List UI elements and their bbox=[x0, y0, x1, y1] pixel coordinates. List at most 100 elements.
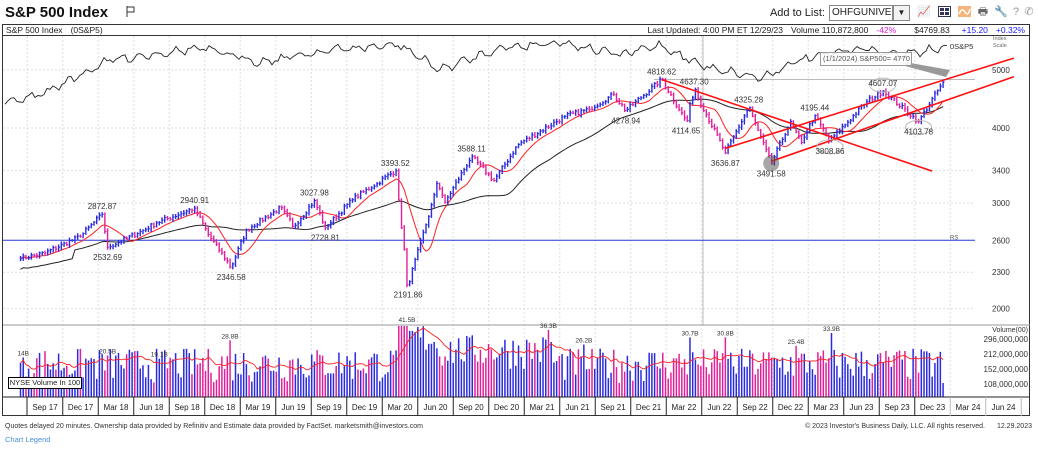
disclaimer: Quotes delayed 20 minutes. Ownership dat… bbox=[5, 423, 423, 430]
x-axis-label: Mar 23 bbox=[814, 403, 839, 412]
price-change: +15.20 bbox=[961, 25, 988, 35]
price-label: 2728.81 bbox=[311, 234, 340, 243]
list-dropdown-button[interactable]: ▼ bbox=[893, 5, 910, 21]
x-axis-label: Sep 20 bbox=[458, 403, 484, 412]
price-label: 4103.78 bbox=[904, 127, 933, 136]
print-icon[interactable]: 🖶 bbox=[977, 6, 989, 18]
chart-legend-link[interactable]: Chart Legend bbox=[5, 435, 51, 444]
price-axis-label: 3400 bbox=[992, 166, 1010, 175]
help-icon[interactable]: ? bbox=[1012, 6, 1020, 18]
x-axis-label: Jun 19 bbox=[281, 403, 306, 412]
info-bar-left: S&P 500 Index (0S&P5) bbox=[6, 25, 103, 35]
price-label: 4195.44 bbox=[800, 104, 829, 113]
volume-label: 33.9B bbox=[823, 326, 840, 333]
x-axis-label: Jun 24 bbox=[991, 403, 1016, 412]
volume-label: 20.5B bbox=[99, 349, 116, 356]
volume-label: 14B bbox=[17, 351, 29, 358]
volume-label: 25.4B bbox=[788, 339, 805, 346]
volume-label: 28.8B bbox=[222, 333, 239, 340]
x-axis-label: Dec 21 bbox=[636, 403, 662, 412]
x-axis-label: Sep 18 bbox=[174, 403, 200, 412]
wrench-icon[interactable]: 🔧 bbox=[994, 6, 1008, 18]
page-title: S&P 500 Index bbox=[5, 4, 109, 21]
x-axis-label: Mar 24 bbox=[956, 403, 981, 412]
x-axis-label: Mar 19 bbox=[246, 403, 271, 412]
volume-ma-line bbox=[20, 327, 944, 371]
x-axis-label: Sep 17 bbox=[32, 403, 58, 412]
x-axis-label: Jun 22 bbox=[707, 403, 732, 412]
price-label: 3636.87 bbox=[711, 159, 740, 168]
price-axis-label: 5000 bbox=[992, 66, 1010, 75]
x-axis-label: Sep 19 bbox=[316, 403, 342, 412]
volume-change: -42% bbox=[876, 25, 897, 35]
price-axis-label: 2300 bbox=[992, 268, 1010, 277]
price-axis-label: 3000 bbox=[992, 199, 1010, 208]
volume-axis-label: 212,000,000 bbox=[984, 350, 1029, 359]
price-label: 4818.62 bbox=[647, 67, 676, 76]
chart-info-bar: S&P 500 Index (0S&P5) Last Updated: 4:00… bbox=[3, 25, 1029, 36]
volume-label: 30.7B bbox=[681, 330, 698, 337]
rs-level-label: RS bbox=[950, 235, 958, 241]
price-label: 2940.91 bbox=[180, 196, 209, 205]
x-axis-label: Mar 20 bbox=[388, 403, 413, 412]
price-volume-chart[interactable]: 5000 4000 3400 3000 2600 2300 2000 Index Scale RS… bbox=[0, 0, 1038, 420]
price-label: 2872.87 bbox=[88, 202, 117, 211]
x-axis-label: Mar 22 bbox=[672, 403, 697, 412]
x-axis-label: Dec 17 bbox=[68, 403, 94, 412]
x-axis-label: Sep 23 bbox=[884, 403, 910, 412]
last-price: $4769.83 bbox=[914, 25, 950, 35]
volume-box-label: NYSE Volume In 100 bbox=[8, 377, 82, 389]
price-label: 3491.58 bbox=[757, 169, 786, 178]
footer-right: © 2023 Investor's Business Daily, LLC. A… bbox=[805, 423, 1032, 430]
volume-label: 26.2B bbox=[575, 338, 592, 345]
highlight-ellipse bbox=[816, 139, 844, 155]
x-axis-label: Dec 23 bbox=[920, 403, 946, 412]
chart-icon[interactable]: 📈 bbox=[917, 6, 931, 18]
copyright: © 2023 Investor's Business Daily, LLC. A… bbox=[805, 423, 985, 430]
flag-icon[interactable] bbox=[126, 6, 135, 17]
x-axis-label: Dec 18 bbox=[210, 403, 236, 412]
chevron-down-icon: ▼ bbox=[897, 8, 906, 17]
price-label: 3393.52 bbox=[381, 159, 410, 168]
price-axis-label: 2000 bbox=[992, 305, 1010, 314]
highlight-ellipse bbox=[905, 119, 933, 135]
volume-axis-label: 108,000,000 bbox=[984, 380, 1029, 389]
x-axis-label: Dec 22 bbox=[778, 403, 804, 412]
price-label: 2532.69 bbox=[93, 253, 122, 262]
relative-strength-line bbox=[4, 39, 948, 105]
overlay-icon[interactable] bbox=[957, 6, 971, 19]
layout-icon[interactable] bbox=[937, 6, 951, 19]
price-label: 3808.86 bbox=[815, 147, 844, 156]
x-axis-label: Sep 22 bbox=[742, 403, 768, 412]
x-axis-label: Dec 19 bbox=[352, 403, 378, 412]
volume-value: Volume 110,872,800 bbox=[791, 25, 869, 35]
price-label: 4637.30 bbox=[680, 77, 709, 86]
annotation-arrow bbox=[905, 62, 950, 77]
chart-frame bbox=[2, 24, 1030, 416]
x-axis-label: Jun 18 bbox=[139, 403, 164, 412]
highlight-ellipse bbox=[869, 77, 897, 93]
volume-label: 36.3B bbox=[540, 323, 557, 330]
index-name: S&P 500 Index bbox=[6, 25, 63, 35]
price-axis-label: 4000 bbox=[992, 124, 1010, 133]
x-axis-label: Jun 23 bbox=[849, 403, 874, 412]
rs-line-label: 0S&P5 bbox=[950, 42, 973, 51]
price-label: 4325.28 bbox=[734, 96, 763, 105]
list-select[interactable]: OHFGUNIVERSE bbox=[829, 5, 893, 21]
x-axis-label: Jun 20 bbox=[423, 403, 448, 412]
price-change-pct: +0.32% bbox=[995, 25, 1025, 35]
ma-10-week-line bbox=[20, 86, 944, 260]
trendline bbox=[725, 57, 1015, 150]
price-annotation: (1/1/2024) S&P500= 4770 bbox=[820, 52, 912, 66]
volume-axis-label: 152,000,000 bbox=[984, 365, 1029, 374]
price-axis-label: 2600 bbox=[992, 236, 1010, 245]
price-label: 4607.07 bbox=[868, 79, 897, 88]
volume-label: 41.5B bbox=[398, 317, 415, 324]
price-label: 4114.65 bbox=[672, 127, 701, 136]
phone-icon[interactable]: ✆ bbox=[1024, 6, 1034, 18]
price-label: 4278.94 bbox=[611, 116, 640, 125]
info-bar-right: Last Updated: 4:00 PM ET 12/29/23 Volume… bbox=[648, 25, 1025, 35]
x-axis-label: Mar 18 bbox=[104, 403, 129, 412]
ma-40-week-line bbox=[20, 98, 944, 270]
price-label: 2346.58 bbox=[217, 273, 246, 282]
